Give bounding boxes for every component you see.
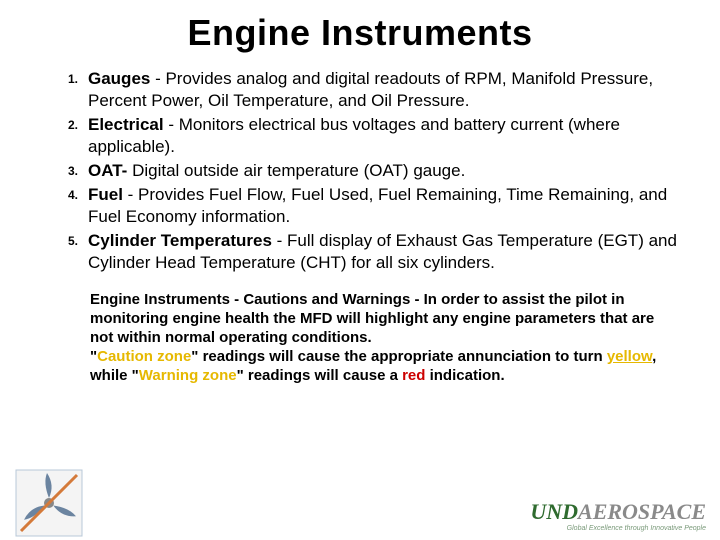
term: Fuel xyxy=(88,185,123,204)
list-text: Fuel - Provides Fuel Flow, Fuel Used, Fu… xyxy=(88,184,684,228)
numbered-list: 1. Gauges - Provides analog and digital … xyxy=(56,68,684,274)
term: Electrical xyxy=(88,115,164,134)
red-text: red xyxy=(402,367,425,384)
list-number: 1. xyxy=(56,68,88,90)
rest: - Provides analog and digital readouts o… xyxy=(88,69,653,110)
term: Gauges xyxy=(88,69,150,88)
und-aerospace-logo: UNDAEROSPACE Global Excellence through I… xyxy=(476,494,706,538)
rest: Digital outside air temperature (OAT) ga… xyxy=(127,161,465,180)
term: OAT- xyxy=(88,161,127,180)
list-number: 2. xyxy=(56,114,88,136)
list-number: 5. xyxy=(56,230,88,252)
brand-und: UND xyxy=(530,499,578,524)
page-title: Engine Instruments xyxy=(0,12,720,54)
term: Cylinder Temperatures xyxy=(88,231,272,250)
list-item: 3. OAT- Digital outside air temperature … xyxy=(56,160,684,182)
list-item: 2. Electrical - Monitors electrical bus … xyxy=(56,114,684,158)
list-text: Electrical - Monitors electrical bus vol… xyxy=(88,114,684,158)
para-body: " readings will cause a xyxy=(237,367,403,384)
warning-zone-text: Warning zone xyxy=(139,367,237,384)
caution-zone-text: Caution zone xyxy=(97,348,191,365)
para-body: indication. xyxy=(425,367,504,384)
brand-aero: AEROSPACE xyxy=(578,499,706,524)
para-lead: Engine Instruments - Cautions and Warnin… xyxy=(90,291,410,308)
list-text: OAT- Digital outside air temperature (OA… xyxy=(88,160,465,182)
brand-tagline: Global Excellence through Innovative Peo… xyxy=(567,525,706,532)
rest: - Monitors electrical bus voltages and b… xyxy=(88,115,620,156)
list-text: Gauges - Provides analog and digital rea… xyxy=(88,68,684,112)
list-item: 4. Fuel - Provides Fuel Flow, Fuel Used,… xyxy=(56,184,684,228)
rest: - Provides Fuel Flow, Fuel Used, Fuel Re… xyxy=(88,185,667,226)
cautions-paragraph: Engine Instruments - Cautions and Warnin… xyxy=(90,290,670,385)
list-number: 3. xyxy=(56,160,88,182)
list-text: Cylinder Temperatures - Full display of … xyxy=(88,230,684,274)
yellow-text: yellow xyxy=(607,348,652,365)
list-item: 5. Cylinder Temperatures - Full display … xyxy=(56,230,684,274)
list-item: 1. Gauges - Provides analog and digital … xyxy=(56,68,684,112)
para-body: readings will cause the appropriate annu… xyxy=(198,348,606,365)
propeller-logo-icon xyxy=(14,468,84,538)
brand-text: UNDAEROSPACE xyxy=(530,501,706,523)
list-number: 4. xyxy=(56,184,88,206)
